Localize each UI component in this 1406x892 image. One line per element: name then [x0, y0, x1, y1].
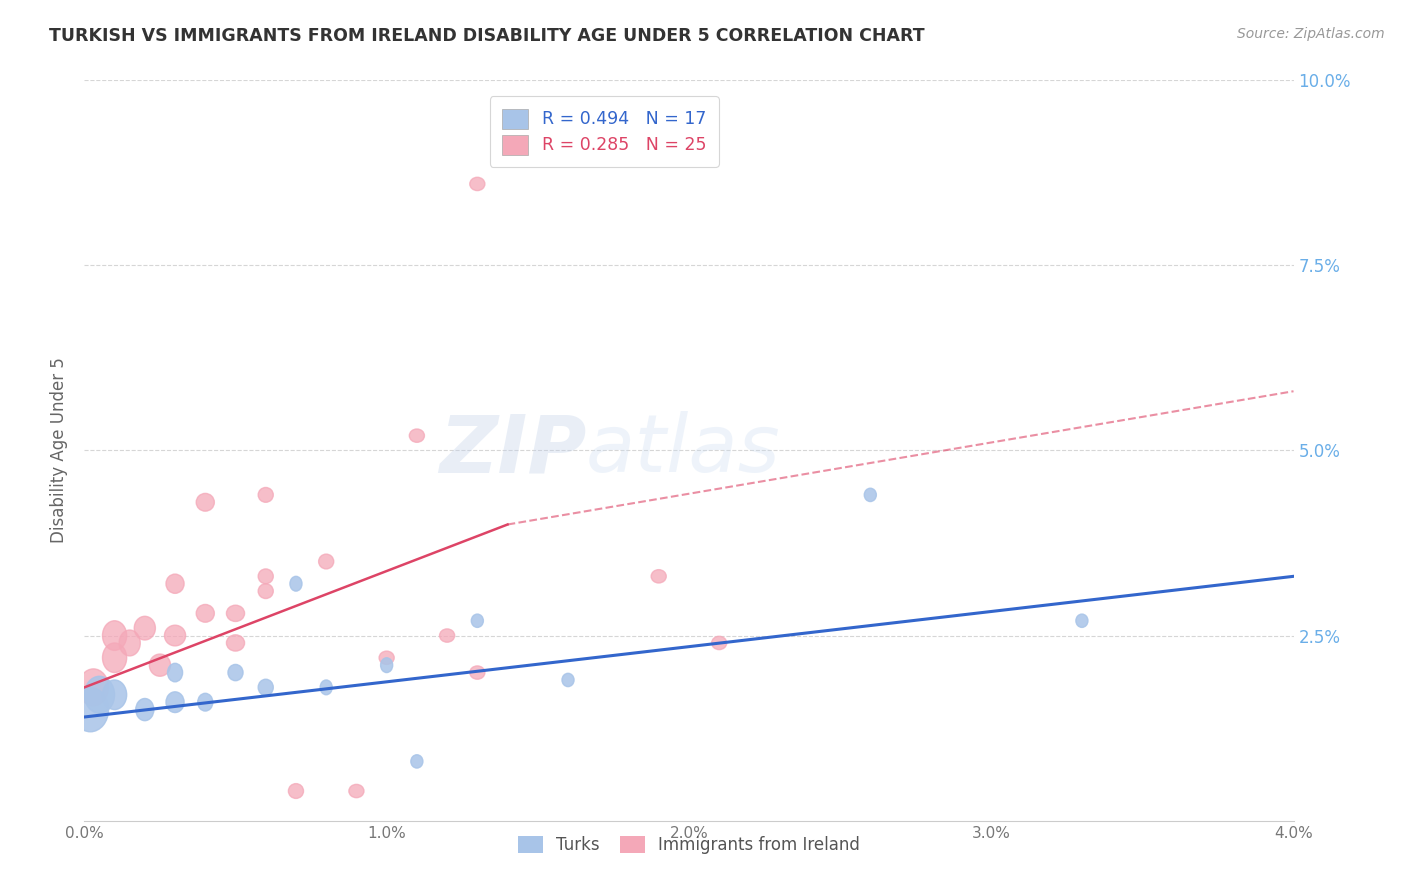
Ellipse shape — [197, 493, 214, 511]
Ellipse shape — [471, 614, 484, 627]
Ellipse shape — [136, 698, 153, 721]
Text: Source: ZipAtlas.com: Source: ZipAtlas.com — [1237, 27, 1385, 41]
Ellipse shape — [1076, 614, 1088, 627]
Ellipse shape — [259, 488, 273, 502]
Ellipse shape — [470, 666, 485, 679]
Ellipse shape — [166, 692, 184, 713]
Ellipse shape — [651, 570, 666, 583]
Ellipse shape — [381, 657, 392, 673]
Ellipse shape — [198, 693, 212, 711]
Ellipse shape — [165, 625, 186, 646]
Ellipse shape — [349, 784, 364, 797]
Ellipse shape — [120, 630, 141, 656]
Ellipse shape — [409, 429, 425, 442]
Ellipse shape — [470, 178, 485, 191]
Ellipse shape — [411, 755, 423, 768]
Ellipse shape — [72, 688, 108, 731]
Ellipse shape — [440, 629, 454, 642]
Ellipse shape — [149, 654, 170, 676]
Text: ZIP: ZIP — [439, 411, 586, 490]
Text: TURKISH VS IMMIGRANTS FROM IRELAND DISABILITY AGE UNDER 5 CORRELATION CHART: TURKISH VS IMMIGRANTS FROM IRELAND DISAB… — [49, 27, 925, 45]
Legend: Turks, Immigrants from Ireland: Turks, Immigrants from Ireland — [512, 829, 866, 861]
Ellipse shape — [103, 680, 127, 710]
Ellipse shape — [167, 664, 183, 681]
Ellipse shape — [259, 679, 273, 696]
Ellipse shape — [134, 616, 156, 640]
Ellipse shape — [380, 651, 394, 665]
Ellipse shape — [79, 669, 108, 706]
Ellipse shape — [321, 680, 332, 695]
Ellipse shape — [226, 605, 245, 622]
Ellipse shape — [103, 621, 127, 650]
Ellipse shape — [562, 673, 574, 687]
Ellipse shape — [228, 665, 243, 681]
Ellipse shape — [711, 636, 727, 649]
Ellipse shape — [290, 576, 302, 591]
Ellipse shape — [226, 635, 245, 651]
Text: atlas: atlas — [586, 411, 780, 490]
Ellipse shape — [103, 643, 127, 673]
Ellipse shape — [259, 583, 273, 599]
Ellipse shape — [166, 574, 184, 593]
Ellipse shape — [319, 554, 333, 569]
Ellipse shape — [84, 676, 115, 714]
Ellipse shape — [288, 784, 304, 798]
Ellipse shape — [865, 488, 876, 501]
Ellipse shape — [259, 569, 273, 583]
Ellipse shape — [197, 605, 214, 623]
Y-axis label: Disability Age Under 5: Disability Age Under 5 — [51, 358, 69, 543]
